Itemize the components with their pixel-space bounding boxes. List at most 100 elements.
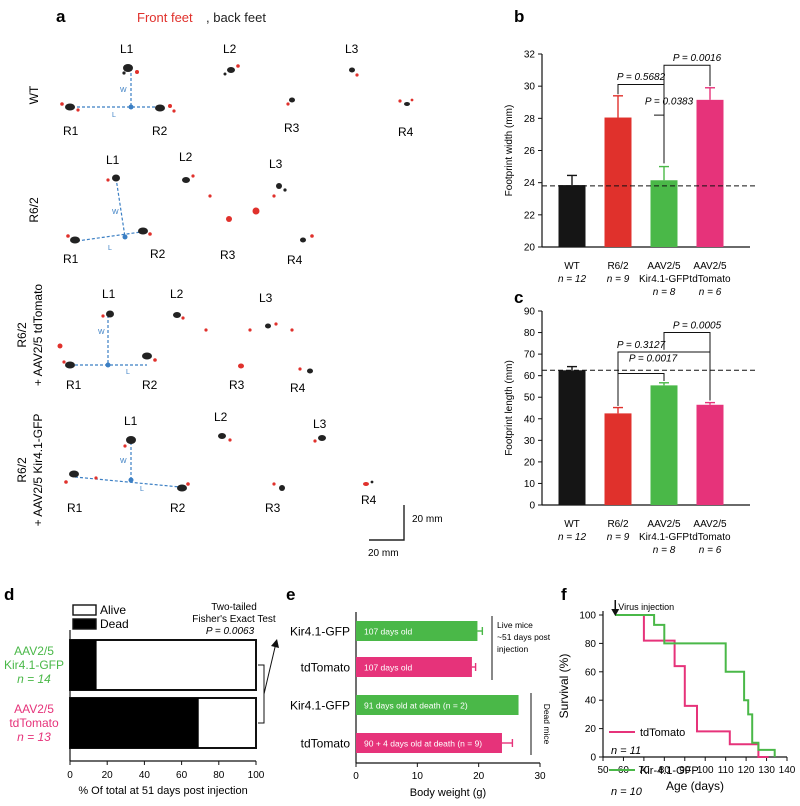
foot-label: R1 (63, 124, 79, 138)
panel-c: c 0 10 20 30 40 50 60 70 80 90 Footprint length (m… (504, 288, 755, 556)
paw-prints (57, 310, 313, 374)
scale-bar (369, 505, 405, 541)
p-value-label: P = 0.3127 (617, 340, 666, 351)
panel-label-b: b (514, 7, 524, 26)
foot-label: L1 (106, 153, 120, 167)
category-label: n = 8 (653, 545, 676, 556)
x-tick-label: 70 (638, 765, 650, 776)
panel-a: a Front feet , back feet WT R6/2 R6/2 + … (15, 7, 443, 559)
foot-label: R1 (66, 378, 82, 392)
x-tick-label: 140 (779, 765, 796, 776)
foot-label: R1 (63, 252, 79, 266)
gait-measure-point (128, 477, 134, 483)
length-marker: L (126, 369, 130, 376)
x-tick-label: 90 (679, 765, 691, 776)
y-tick-label: 80 (585, 639, 597, 650)
legend-label: Kir-4.1-GFP (640, 765, 699, 777)
panel-label-e: e (286, 585, 295, 604)
legend-n-label: n = 11 (611, 745, 641, 757)
foot-label: L3 (345, 42, 359, 56)
panel-e: e 0 10 20 30 Body weight (g) 107 days old Kir4… (286, 585, 552, 799)
footprint-row-kir: L1 L2 L3 R1 R2 R3 R4 W L (64, 410, 377, 515)
scale-bar-horizontal-label: 20 mm (368, 548, 399, 559)
y-tick-label: 90 (524, 307, 536, 318)
group-label: tdTomato (9, 716, 59, 730)
x-tick-label: 130 (758, 765, 775, 776)
legend-label-alive: Alive (100, 603, 126, 617)
annotation-label: Virus injection (618, 602, 674, 612)
category-label: n = 12 (558, 274, 587, 285)
legend-front-feet: Front feet (137, 10, 193, 25)
x-tick-label: 10 (412, 771, 424, 782)
category-label: AAV2/5 (693, 261, 727, 272)
x-tick-label: 0 (353, 771, 359, 782)
category-label: n = 6 (699, 287, 722, 298)
group-label: n = 14 (17, 672, 51, 686)
p-value-label: P = 0.0016 (673, 53, 722, 64)
gait-measure-point (122, 234, 128, 240)
panel-label-c: c (514, 288, 523, 307)
test-arrowhead (271, 639, 279, 648)
test-pointer (263, 642, 277, 695)
bar-inner-label: 91 days old at death (n = 2) (364, 701, 468, 711)
foot-label: R4 (361, 493, 377, 507)
category-label: AAV2/5 (693, 519, 727, 530)
p-value-label: P = 0.0017 (629, 354, 678, 365)
foot-label: L2 (170, 287, 184, 301)
group-label: AAV2/5 (14, 702, 54, 716)
p-value-label: P = 0.0005 (673, 320, 722, 331)
p-value-label: P = 0.0383 (645, 97, 694, 108)
length-marker: L (140, 486, 144, 493)
bar (558, 370, 586, 505)
test-label-pvalue: P = 0.0063 (206, 626, 255, 637)
y-tick-label: 60 (524, 371, 536, 382)
group-label: AAV2/5 (14, 644, 54, 658)
x-tick-label: 100 (248, 770, 265, 781)
y-tick-label: 30 (524, 82, 536, 93)
foot-label: L3 (269, 157, 283, 171)
y-axis-label: Footprint width (mm) (504, 105, 515, 197)
y-tick-label: 20 (524, 243, 536, 254)
category-label: n = 12 (558, 532, 587, 543)
bar (356, 657, 472, 677)
y-tick-label: 100 (579, 611, 596, 622)
row-label-tdtomato-line1: R6/2 (15, 322, 29, 348)
scale-bar-vertical-label: 20 mm (412, 514, 443, 525)
y-tick-label: 20 (524, 457, 536, 468)
gait-measure-point (105, 362, 111, 368)
width-marker: W (120, 87, 127, 94)
foot-label: L1 (120, 42, 134, 56)
legend-back-feet: , back feet (206, 10, 266, 25)
category-label: AAV2/5 (647, 519, 681, 530)
y-tick-label: 30 (524, 436, 536, 447)
length-marker: L (108, 245, 112, 252)
width-marker: W (98, 329, 105, 336)
category-label: tdTomato (689, 532, 731, 543)
row-label: tdTomato (301, 737, 351, 751)
row-label: Kir4.1-GFP (290, 625, 350, 639)
foot-label: R3 (265, 501, 281, 515)
foot-label: R2 (170, 501, 186, 515)
length-marker: L (112, 112, 116, 119)
category-label: n = 9 (607, 532, 630, 543)
bar (604, 413, 632, 505)
group-label: ~51 days post (497, 632, 551, 642)
gait-measure-lines (74, 442, 181, 488)
y-tick-label: 26 (524, 146, 536, 157)
x-tick-label: 80 (213, 770, 225, 781)
category-label: n = 6 (699, 545, 722, 556)
y-tick-label: 40 (585, 696, 597, 707)
category-label: n = 9 (607, 274, 630, 285)
panel-label-d: d (4, 585, 14, 604)
footprint-row-wt: L1 L2 L3 R1 R2 R3 R4 W L (60, 42, 414, 139)
group-label: n = 13 (17, 730, 51, 744)
foot-label: R3 (284, 121, 300, 135)
group-label: injection (497, 644, 528, 654)
category-label: R6/2 (607, 261, 629, 272)
gait-measure-lines (72, 68, 157, 108)
gait-measure-lines (70, 315, 147, 366)
bar-inner-label: 107 days old (364, 663, 412, 673)
stacked-bar-alive (69, 639, 257, 691)
x-tick-label: 120 (738, 765, 755, 776)
foot-label: R2 (152, 124, 168, 138)
